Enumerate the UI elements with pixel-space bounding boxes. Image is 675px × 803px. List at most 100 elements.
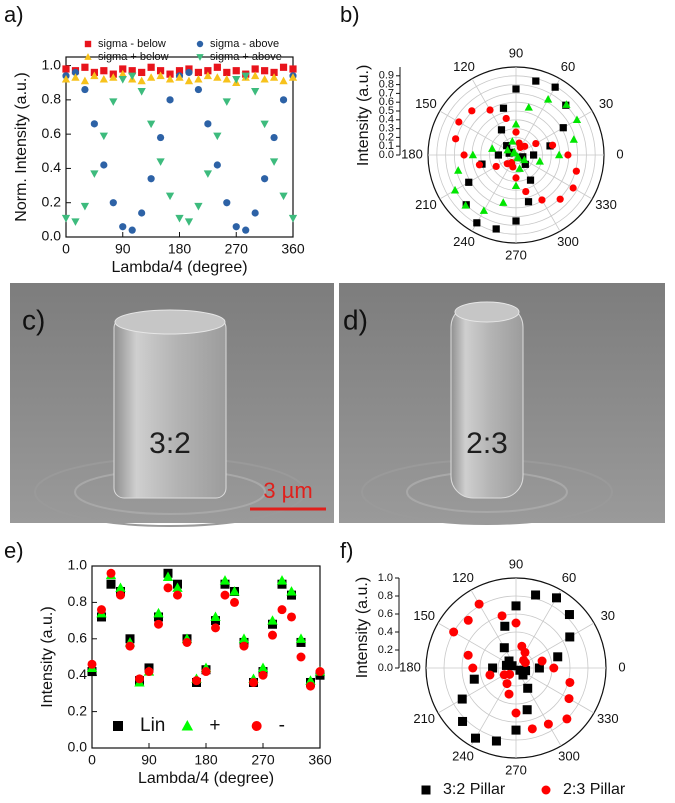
data-point (61, 74, 71, 83)
data-point (71, 218, 80, 226)
data-point (562, 714, 572, 724)
data-point (194, 68, 203, 77)
data-point (238, 633, 250, 643)
theta-tick-label: 120 (452, 570, 474, 585)
data-point (232, 223, 240, 231)
data-point (260, 120, 269, 129)
pillar-d (450, 304, 524, 499)
data-point (507, 661, 517, 671)
data-point (288, 73, 298, 81)
data-point (251, 209, 259, 217)
data-point (512, 128, 520, 136)
data-point (486, 106, 494, 114)
theta-tick-label: 0 (616, 146, 623, 161)
r-axis-label: Intensity (a.u.) (354, 577, 371, 678)
data-point (512, 85, 520, 93)
data-point (251, 65, 259, 73)
y-tick-label: 1.0 (42, 56, 62, 72)
data-point (203, 71, 213, 80)
data-point (315, 667, 325, 677)
r-tick-label: 0.0 (378, 662, 393, 674)
r-tick-label: 0.4 (379, 114, 394, 126)
data-point (147, 63, 155, 71)
y-tick-label: 1.0 (68, 557, 88, 573)
data-point (564, 694, 574, 704)
data-point (241, 72, 250, 81)
y-tick-label: 0.6 (68, 630, 88, 646)
y-tick-label: 0.6 (42, 125, 62, 141)
y-tick-label: 0.8 (42, 91, 62, 107)
data-point (305, 675, 316, 685)
data-point (125, 641, 135, 651)
r-tick-label: 0.6 (378, 608, 393, 620)
data-point (497, 126, 506, 134)
data-point (458, 716, 468, 726)
panel-label: d) (343, 304, 368, 335)
data-point (261, 67, 269, 75)
theta-tick-label: 60 (561, 59, 575, 74)
data-point (80, 202, 90, 211)
data-point (219, 575, 231, 585)
data-point (455, 118, 463, 126)
data-point (551, 83, 559, 91)
panel-label: f) (340, 538, 353, 563)
data-point (135, 674, 144, 684)
theta-tick-label: 0 (618, 659, 625, 674)
spoke (515, 667, 595, 714)
x-axis-label: Lambda/4 (degree) (111, 259, 247, 276)
theta-tick-label: 150 (413, 608, 435, 623)
data-point (258, 670, 268, 680)
data-point (288, 214, 298, 223)
legend-marker (196, 40, 204, 48)
data-point (230, 597, 239, 607)
data-point (479, 206, 489, 214)
legend-marker (84, 40, 92, 48)
data-point (146, 73, 156, 81)
data-point (457, 694, 467, 704)
r-tick-label: 1.0 (378, 572, 393, 584)
theta-tick-label: 330 (597, 711, 619, 726)
data-point (279, 76, 288, 85)
data-point (119, 223, 127, 231)
data-point (257, 662, 269, 672)
panel-label: b) (340, 2, 360, 27)
data-point (296, 652, 306, 662)
data-point (513, 152, 523, 161)
data-point (213, 63, 221, 71)
data-point (554, 150, 564, 159)
data-point (239, 641, 249, 651)
theta-tick-label: 180 (401, 146, 423, 161)
y-tick-label: 0.0 (68, 739, 88, 755)
legend-marker (421, 785, 431, 795)
legend-marker (84, 53, 92, 60)
data-point (153, 607, 164, 618)
legend-marker (251, 721, 262, 731)
data-point (90, 71, 99, 80)
theta-tick-label: 330 (595, 197, 617, 212)
data-point (463, 650, 473, 660)
data-point (519, 655, 529, 665)
data-point (452, 135, 460, 143)
data-point (511, 618, 521, 628)
data-point (488, 144, 497, 152)
data-point (454, 166, 463, 174)
data-point (137, 88, 146, 96)
data-point (269, 73, 279, 81)
data-point (279, 192, 288, 201)
plot-frame (91, 565, 321, 749)
data-point (213, 161, 221, 169)
data-point (229, 586, 240, 596)
legend-marker (541, 785, 551, 795)
data-point (100, 67, 108, 75)
pillar-c-top (114, 309, 226, 335)
data-point (172, 582, 183, 592)
data-point (450, 185, 460, 194)
data-point (501, 660, 511, 670)
data-point (553, 652, 563, 662)
data-point (295, 633, 307, 643)
pillar-c (113, 317, 227, 499)
data-point (286, 586, 297, 596)
data-point (492, 162, 500, 171)
y-tick-label: 0.8 (68, 593, 88, 609)
data-point (261, 175, 269, 183)
